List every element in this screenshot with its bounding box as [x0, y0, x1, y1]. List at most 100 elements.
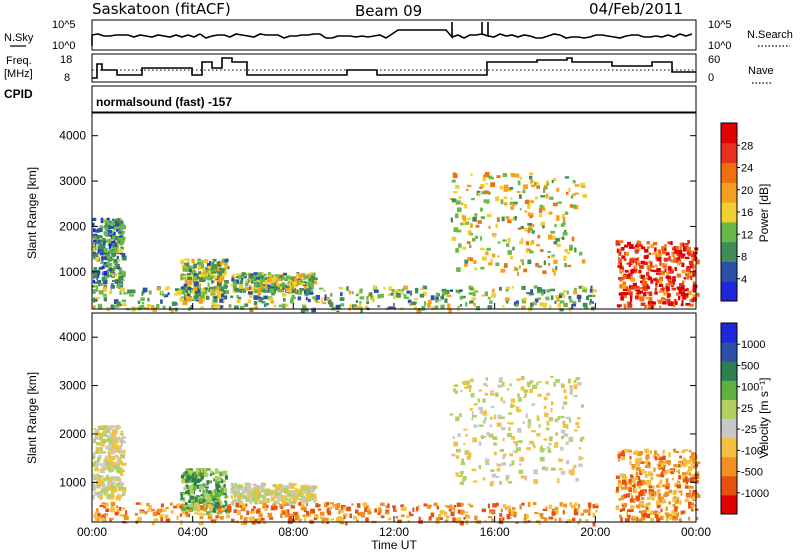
data-cell [661, 297, 665, 300]
data-cell [624, 448, 629, 452]
data-cell [469, 300, 474, 304]
data-cell [233, 490, 237, 495]
data-cell [239, 305, 245, 310]
data-cell [222, 258, 225, 263]
data-cell [619, 508, 623, 512]
x-tick-label: 08:00 [278, 525, 308, 539]
data-cell [105, 476, 108, 481]
data-cell [262, 506, 267, 509]
data-cell [293, 512, 298, 516]
data-cell [413, 306, 417, 311]
data-cell [237, 484, 241, 489]
data-cell [274, 505, 278, 510]
data-cell [502, 517, 505, 521]
data-cell [116, 460, 119, 465]
data-cell [121, 223, 125, 228]
data-cell [290, 495, 295, 499]
data-cell [277, 501, 280, 505]
data-cell [617, 453, 621, 459]
data-cell [471, 237, 476, 242]
data-cell [304, 275, 308, 279]
data-cell [311, 308, 316, 313]
data-cell [121, 255, 127, 261]
data-cell [617, 256, 620, 262]
data-cell [510, 398, 516, 403]
data-cell [164, 514, 169, 518]
data-cell [194, 474, 198, 480]
data-cell [627, 303, 633, 308]
data-cell [119, 283, 124, 286]
data-cell [668, 279, 671, 283]
data-cell [623, 293, 627, 298]
data-cell [639, 265, 644, 269]
data-cell [119, 514, 124, 517]
data-cell [560, 470, 566, 475]
data-cell [110, 501, 116, 507]
y-tick-label: 1000 [59, 475, 86, 489]
data-cell [110, 304, 115, 310]
data-cell [253, 518, 258, 523]
data-cell [678, 475, 682, 480]
data-cell [668, 281, 672, 284]
data-cell [658, 466, 661, 471]
data-cell [336, 502, 341, 508]
data-cell [573, 395, 578, 398]
data-cell [261, 272, 264, 276]
data-cell [619, 514, 622, 518]
data-cell [473, 302, 476, 307]
data-cell [209, 261, 212, 265]
data-cell [658, 276, 663, 282]
data-cell [548, 417, 554, 422]
data-cell [507, 218, 511, 222]
data-cell [637, 257, 640, 262]
data-cell [642, 513, 647, 518]
data-cell [308, 491, 312, 495]
data-cell [192, 473, 195, 477]
data-cell [277, 492, 280, 495]
data-cell [547, 448, 552, 453]
data-cell [272, 491, 276, 495]
data-cell [535, 263, 539, 267]
data-cell [577, 520, 580, 525]
data-cell [218, 280, 222, 283]
data-cell [632, 487, 636, 493]
data-cell [648, 466, 652, 469]
data-cell [466, 241, 471, 245]
data-cell [680, 510, 685, 515]
data-cell [391, 289, 395, 293]
data-cell [577, 417, 581, 420]
data-cell [559, 502, 563, 507]
data-cell [526, 292, 531, 295]
data-cell [678, 250, 681, 255]
data-cell [209, 473, 212, 477]
data-cell [520, 376, 525, 381]
data-cell [103, 513, 108, 516]
data-cell [102, 262, 107, 265]
data-cell [284, 277, 289, 281]
data-cell [135, 502, 141, 505]
data-cell [452, 388, 457, 392]
data-cell [221, 290, 226, 295]
data-cell [500, 397, 503, 402]
data-cell [628, 244, 634, 249]
data-cell [185, 282, 189, 285]
data-cell [656, 257, 662, 262]
data-cell [550, 295, 554, 300]
data-cell [205, 468, 211, 471]
data-cell [258, 286, 263, 291]
data-cell [630, 259, 635, 263]
station-title: Saskatoon (fitACF) [92, 0, 231, 18]
data-cell [455, 248, 459, 253]
data-cell [595, 509, 598, 513]
data-cell [95, 461, 99, 466]
data-cell [622, 476, 628, 480]
data-cell [486, 384, 489, 387]
data-cell [650, 244, 654, 248]
data-cell [93, 428, 96, 431]
data-cell [564, 263, 567, 268]
data-cell [615, 507, 619, 510]
data-cell [119, 232, 124, 238]
data-cell [682, 457, 686, 460]
